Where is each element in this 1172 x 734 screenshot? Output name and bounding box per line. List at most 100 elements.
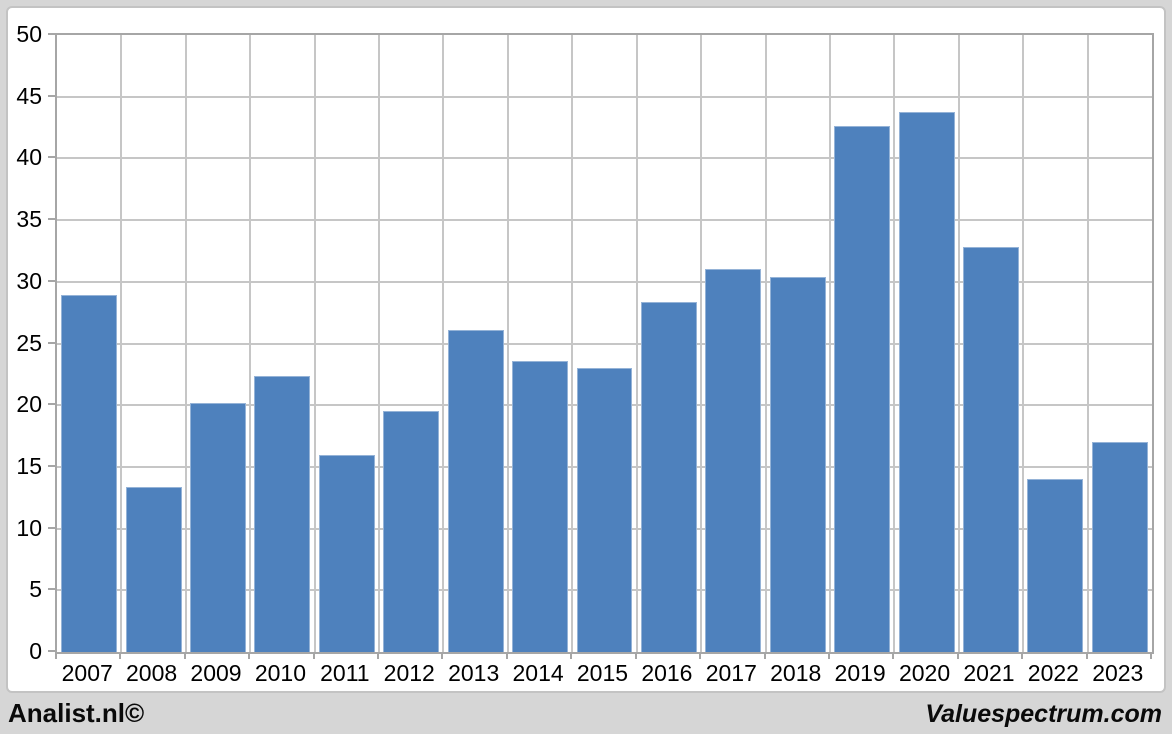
bar-2008 xyxy=(125,486,182,652)
y-axis-tick xyxy=(48,279,55,282)
bar-2009 xyxy=(190,402,246,652)
x-axis-tick xyxy=(1085,652,1088,659)
x-axis-label: 2008 xyxy=(126,660,178,686)
x-axis-tick xyxy=(892,652,895,659)
y-axis-label: 30 xyxy=(16,267,42,294)
v-gridline xyxy=(442,35,445,652)
x-axis-tick xyxy=(1021,652,1024,659)
y-axis-tick xyxy=(48,403,55,406)
y-axis-label: 10 xyxy=(16,514,42,541)
y-axis-tick xyxy=(48,33,55,35)
bar-2014 xyxy=(512,360,569,652)
x-axis-label: 2023 xyxy=(1092,660,1144,686)
bar-2013 xyxy=(447,329,504,652)
y-axis-tick xyxy=(48,588,55,591)
v-gridline xyxy=(764,35,767,652)
v-gridline xyxy=(120,35,123,652)
x-axis-label: 2021 xyxy=(963,660,1015,686)
x-axis-tick xyxy=(956,652,959,659)
y-axis-label: 5 xyxy=(29,576,42,603)
h-gridline xyxy=(57,342,1152,345)
y-axis-label: 25 xyxy=(16,329,42,356)
x-axis-label: 2014 xyxy=(512,660,564,686)
x-axis-tick xyxy=(1150,652,1152,659)
bar-2011 xyxy=(318,454,375,652)
y-axis-label: 0 xyxy=(29,638,42,664)
x-axis-label: 2017 xyxy=(705,660,757,686)
x-axis-tick xyxy=(441,652,444,659)
y-axis-tick xyxy=(48,526,55,529)
y-axis-label: 50 xyxy=(16,21,42,47)
y-axis-label: 40 xyxy=(16,144,42,171)
y-axis-tick xyxy=(48,156,55,159)
bar-2019 xyxy=(834,126,891,652)
x-axis-label: 2019 xyxy=(834,660,886,686)
x-axis-label: 2016 xyxy=(641,660,693,686)
footer-bar: Analist.nl© Valuespectrum.com xyxy=(0,693,1172,734)
x-axis-tick xyxy=(763,652,766,659)
v-gridline xyxy=(1086,35,1089,652)
y-axis-label: 35 xyxy=(16,206,42,233)
h-gridline xyxy=(57,280,1152,283)
bar-2010 xyxy=(254,375,311,652)
x-axis-tick xyxy=(699,652,702,659)
bar-2023 xyxy=(1091,442,1148,652)
y-axis-label: 45 xyxy=(16,82,42,109)
bar-2018 xyxy=(769,276,826,652)
bar-2007 xyxy=(61,295,118,652)
bar-2020 xyxy=(898,111,955,652)
v-gridline xyxy=(700,35,703,652)
bar-2022 xyxy=(1027,479,1084,652)
y-axis-tick xyxy=(48,464,55,467)
x-axis-tick xyxy=(312,652,315,659)
x-axis-label: 2015 xyxy=(576,660,629,686)
v-gridline xyxy=(828,35,831,652)
analist-watermark: Analist.nl© xyxy=(8,698,145,728)
x-axis-tick xyxy=(570,652,573,659)
x-axis-label: 2011 xyxy=(320,660,370,686)
x-axis-tick xyxy=(377,652,380,659)
y-axis-tick xyxy=(48,94,55,97)
v-gridline xyxy=(184,35,187,652)
v-gridline xyxy=(571,35,574,652)
valuespectrum-watermark: Valuespectrum.com xyxy=(925,700,1162,728)
h-gridline xyxy=(57,95,1152,98)
x-axis-label: 2007 xyxy=(61,660,113,686)
x-axis-label: 2020 xyxy=(898,660,951,686)
h-gridline xyxy=(57,157,1152,160)
x-axis-label: 2010 xyxy=(254,660,307,686)
x-axis-tick xyxy=(505,652,508,659)
x-axis-tick xyxy=(119,652,122,659)
chart-canvas: 0 5 10 15 20 25 30 35 40 45 50 2007 2008 2009 2010 2011… xyxy=(6,6,1166,693)
bar-2017 xyxy=(705,269,762,652)
v-gridline xyxy=(957,35,960,652)
v-gridline xyxy=(893,35,896,652)
y-axis-tick xyxy=(48,341,55,344)
x-axis-tick xyxy=(183,652,186,659)
x-axis-label: 2013 xyxy=(448,660,500,686)
y-axis-tick xyxy=(48,218,55,221)
v-gridline xyxy=(313,35,316,652)
y-axis-tick xyxy=(48,650,55,652)
bar-2016 xyxy=(640,301,697,652)
y-axis-label: 15 xyxy=(16,452,42,479)
x-axis-tick xyxy=(827,652,830,659)
x-axis-tick xyxy=(55,652,57,659)
bar-2012 xyxy=(383,411,440,652)
y-axis-label: 20 xyxy=(16,391,42,418)
v-gridline xyxy=(635,35,638,652)
v-gridline xyxy=(378,35,381,652)
bar-2021 xyxy=(963,247,1019,652)
x-axis-label: 2009 xyxy=(190,660,242,686)
v-gridline xyxy=(249,35,252,652)
v-gridline xyxy=(506,35,509,652)
plot-area xyxy=(55,33,1154,654)
x-axis-label: 2018 xyxy=(770,660,822,686)
v-gridline xyxy=(1022,35,1025,652)
x-axis-tick xyxy=(634,652,637,659)
h-gridline xyxy=(57,219,1152,222)
x-axis-label: 2012 xyxy=(383,660,435,686)
bar-2015 xyxy=(576,368,633,652)
x-axis-label: 2022 xyxy=(1027,660,1079,686)
